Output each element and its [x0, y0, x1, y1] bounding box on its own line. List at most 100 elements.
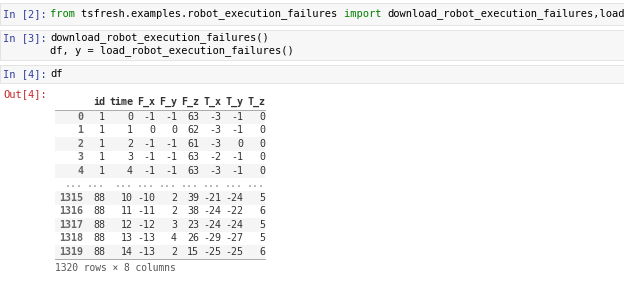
Text: 0: 0 — [237, 139, 243, 149]
Text: 4: 4 — [77, 166, 83, 176]
Text: 0: 0 — [171, 125, 177, 135]
Bar — [55, 205, 265, 218]
Text: tsfresh.examples.robot_execution_failures: tsfresh.examples.robot_execution_failure… — [81, 9, 344, 20]
Text: 4: 4 — [127, 166, 133, 176]
Text: -3: -3 — [209, 125, 221, 135]
Bar — [0, 3, 624, 25]
Text: 5: 5 — [259, 233, 265, 243]
Text: -22: -22 — [225, 206, 243, 216]
Text: 2: 2 — [171, 206, 177, 216]
Text: -1: -1 — [143, 112, 155, 122]
Text: 39: 39 — [187, 193, 199, 203]
Text: -1: -1 — [231, 112, 243, 122]
Text: 23: 23 — [187, 220, 199, 230]
Text: T_z: T_z — [247, 97, 265, 107]
Text: -3: -3 — [209, 139, 221, 149]
Text: ...: ... — [203, 179, 221, 189]
Text: 1318: 1318 — [59, 233, 83, 243]
Text: 88: 88 — [93, 220, 105, 230]
Text: 63: 63 — [187, 166, 199, 176]
Text: 88: 88 — [93, 206, 105, 216]
Text: download_robot_execution_failures(): download_robot_execution_failures() — [50, 33, 269, 44]
Bar — [55, 124, 265, 137]
Text: -13: -13 — [137, 247, 155, 257]
Text: download_robot_execution_failures,load_robot_execution_failures: download_robot_execution_failures,load_r… — [388, 9, 624, 20]
Text: 1: 1 — [99, 125, 105, 135]
Text: 3: 3 — [171, 220, 177, 230]
Bar — [55, 231, 265, 245]
Text: -1: -1 — [231, 152, 243, 162]
Text: 0: 0 — [259, 112, 265, 122]
Text: 1319: 1319 — [59, 247, 83, 257]
Text: time: time — [109, 97, 133, 107]
Text: F_x: F_x — [137, 97, 155, 107]
Text: 38: 38 — [187, 206, 199, 216]
Text: 15: 15 — [187, 247, 199, 257]
Text: 2: 2 — [127, 139, 133, 149]
Text: -29: -29 — [203, 233, 221, 243]
Text: 0: 0 — [259, 139, 265, 149]
Text: 4: 4 — [171, 233, 177, 243]
Text: -24: -24 — [225, 220, 243, 230]
Text: 88: 88 — [93, 193, 105, 203]
Text: 0: 0 — [259, 166, 265, 176]
Text: 2: 2 — [77, 139, 83, 149]
Text: 1: 1 — [127, 125, 133, 135]
Text: 3: 3 — [127, 152, 133, 162]
Text: ...: ... — [65, 179, 83, 189]
Text: id: id — [93, 97, 105, 107]
Text: In [2]:: In [2]: — [3, 9, 47, 19]
Text: -1: -1 — [143, 166, 155, 176]
Text: -13: -13 — [137, 233, 155, 243]
Text: 1: 1 — [99, 152, 105, 162]
Text: 1315: 1315 — [59, 193, 83, 203]
Bar — [55, 151, 265, 164]
Text: T_y: T_y — [225, 97, 243, 107]
Text: 62: 62 — [187, 125, 199, 135]
Bar — [0, 65, 624, 83]
Bar — [0, 65, 624, 83]
Text: 13: 13 — [121, 233, 133, 243]
Text: 1316: 1316 — [59, 206, 83, 216]
Text: 0: 0 — [259, 125, 265, 135]
Text: 63: 63 — [187, 112, 199, 122]
Text: 0: 0 — [77, 112, 83, 122]
Text: ...: ... — [225, 179, 243, 189]
Text: -3: -3 — [209, 112, 221, 122]
Text: -21: -21 — [203, 193, 221, 203]
Text: 10: 10 — [121, 193, 133, 203]
Text: import: import — [344, 9, 388, 19]
Text: 88: 88 — [93, 233, 105, 243]
Text: ...: ... — [181, 179, 199, 189]
Text: In [4]:: In [4]: — [3, 69, 47, 79]
Text: 88: 88 — [93, 247, 105, 257]
Text: 0: 0 — [127, 112, 133, 122]
Text: -1: -1 — [143, 152, 155, 162]
Text: F_z: F_z — [181, 97, 199, 107]
Text: -27: -27 — [225, 233, 243, 243]
Text: -1: -1 — [165, 139, 177, 149]
Text: df: df — [50, 69, 62, 79]
Text: -2: -2 — [209, 152, 221, 162]
Text: 1317: 1317 — [59, 220, 83, 230]
Text: -3: -3 — [209, 166, 221, 176]
Bar — [55, 191, 265, 205]
Text: -24: -24 — [225, 193, 243, 203]
Text: 1: 1 — [99, 112, 105, 122]
Text: 1320 rows × 8 columns: 1320 rows × 8 columns — [55, 263, 176, 273]
Text: 11: 11 — [121, 206, 133, 216]
Text: In [3]:: In [3]: — [3, 33, 47, 43]
Text: from: from — [50, 9, 81, 19]
Text: F_y: F_y — [159, 97, 177, 107]
Text: 3: 3 — [77, 152, 83, 162]
Bar — [55, 137, 265, 151]
Text: 12: 12 — [121, 220, 133, 230]
Text: ...: ... — [247, 179, 265, 189]
Text: -24: -24 — [203, 206, 221, 216]
Text: -1: -1 — [231, 125, 243, 135]
Text: 63: 63 — [187, 152, 199, 162]
Bar — [0, 30, 624, 60]
Text: -24: -24 — [203, 220, 221, 230]
Text: ...: ... — [87, 179, 105, 189]
Text: 5: 5 — [259, 220, 265, 230]
